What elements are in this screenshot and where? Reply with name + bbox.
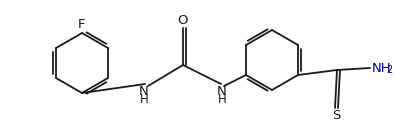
Text: N: N [217, 85, 226, 98]
Text: H: H [139, 93, 148, 106]
Text: F: F [78, 18, 85, 31]
Text: O: O [178, 14, 188, 27]
Text: NH: NH [371, 61, 391, 75]
Text: H: H [217, 93, 226, 106]
Text: 2: 2 [385, 65, 391, 75]
Text: N: N [139, 85, 148, 98]
Text: S: S [331, 109, 339, 122]
